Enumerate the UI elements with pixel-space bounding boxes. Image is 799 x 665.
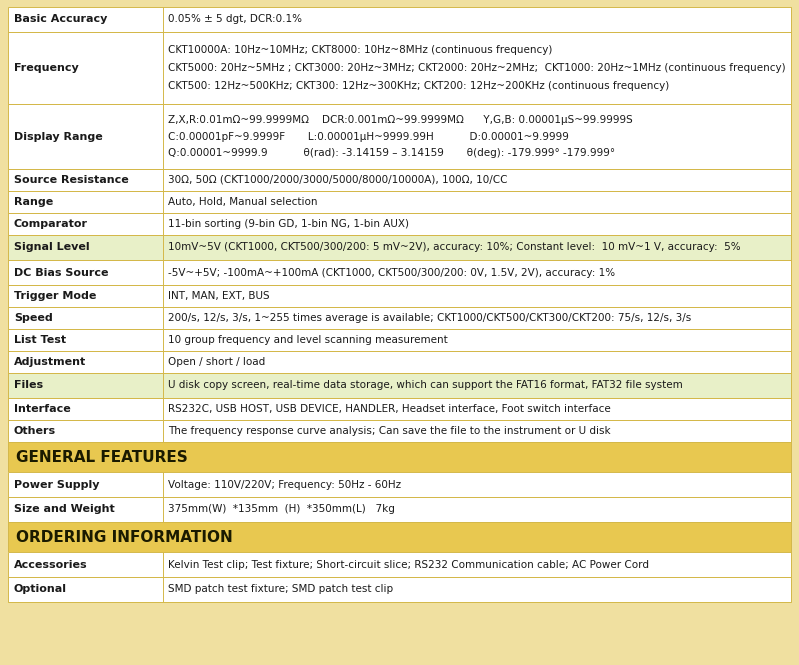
Text: CKT5000: 20Hz~5MHz ; CKT3000: 20Hz~3MHz; CKT2000: 20Hz~2MHz;  CKT1000: 20Hz~1MHz: CKT5000: 20Hz~5MHz ; CKT3000: 20Hz~3MHz;… [168, 63, 785, 73]
Bar [8, 373, 791, 398]
Text: 10 group frequency and level scanning measurement: 10 group frequency and level scanning me… [168, 335, 447, 345]
Bar [8, 285, 791, 307]
Bar [8, 235, 791, 260]
Bar [8, 552, 791, 577]
Bar [8, 472, 791, 497]
Bar [8, 104, 791, 169]
Text: Interface: Interface [14, 404, 71, 414]
Text: Open / short / load: Open / short / load [168, 357, 265, 367]
Text: Source Resistance: Source Resistance [14, 175, 129, 185]
Text: Z,X,R:0.01mΩ~99.9999MΩ    DCR:0.001mΩ~99.9999MΩ      Y,G,B: 0.00001μS~99.9999S: Z,X,R:0.01mΩ~99.9999MΩ DCR:0.001mΩ~99.99… [168, 115, 633, 125]
Bar [8, 32, 791, 104]
Bar [8, 104, 791, 169]
Bar [8, 213, 791, 235]
Text: The frequency response curve analysis; Can save the file to the instrument or U : The frequency response curve analysis; C… [168, 426, 610, 436]
Bar [8, 577, 791, 602]
Text: Trigger Mode: Trigger Mode [14, 291, 97, 301]
Text: GENERAL FEATURES: GENERAL FEATURES [16, 450, 188, 464]
Bar [8, 32, 791, 104]
Text: Size and Weight: Size and Weight [14, 505, 115, 515]
Text: 200/s, 12/s, 3/s, 1~255 times average is available; CKT1000/CKT500/CKT300/CKT200: 200/s, 12/s, 3/s, 1~255 times average is… [168, 313, 691, 323]
Bar [8, 552, 791, 577]
Bar [8, 442, 791, 472]
Text: U disk copy screen, real-time data storage, which can support the FAT16 format, : U disk copy screen, real-time data stora… [168, 380, 683, 390]
Bar [8, 497, 791, 522]
Bar [8, 7, 791, 32]
Text: CKT500: 12Hz~500KHz; CKT300: 12Hz~300KHz; CKT200: 12Hz~200KHz (continuous freque: CKT500: 12Hz~500KHz; CKT300: 12Hz~300KHz… [168, 81, 670, 91]
Text: Auto, Hold, Manual selection: Auto, Hold, Manual selection [168, 197, 317, 207]
Text: Kelvin Test clip; Test fixture; Short-circuit slice; RS232 Communication cable; : Kelvin Test clip; Test fixture; Short-ci… [168, 559, 649, 569]
Text: -5V~+5V; -100mA~+100mA (CKT1000, CKT500/300/200: 0V, 1.5V, 2V), accuracy: 1%: -5V~+5V; -100mA~+100mA (CKT1000, CKT500/… [168, 267, 615, 277]
Bar [8, 235, 791, 260]
Bar [8, 169, 791, 191]
Bar [8, 7, 791, 32]
Bar [8, 420, 791, 442]
Text: Optional: Optional [14, 585, 67, 595]
Bar [8, 373, 791, 398]
Text: DC Bias Source: DC Bias Source [14, 267, 109, 277]
Bar [8, 191, 791, 213]
Bar [8, 351, 791, 373]
Text: INT, MAN, EXT, BUS: INT, MAN, EXT, BUS [168, 291, 269, 301]
Bar [8, 329, 791, 351]
Text: Accessories: Accessories [14, 559, 88, 569]
Bar [8, 420, 791, 442]
Text: Frequency: Frequency [14, 63, 79, 73]
Text: Q:0.00001~9999.9           θ(rad): -3.14159 – 3.14159       θ(deg): -179.999° -1: Q:0.00001~9999.9 θ(rad): -3.14159 – 3.14… [168, 148, 615, 158]
Text: Speed: Speed [14, 313, 53, 323]
Bar [8, 307, 791, 329]
Text: Range: Range [14, 197, 54, 207]
Bar [8, 260, 791, 285]
Text: List Test: List Test [14, 335, 66, 345]
Text: Files: Files [14, 380, 43, 390]
Text: ORDERING INFORMATION: ORDERING INFORMATION [16, 529, 233, 545]
Text: 375mm(W)  *135mm  (H)  *350mm(L)   7kg: 375mm(W) *135mm (H) *350mm(L) 7kg [168, 505, 395, 515]
Bar [8, 497, 791, 522]
Text: Power Supply: Power Supply [14, 479, 100, 489]
Bar [8, 285, 791, 307]
Text: Others: Others [14, 426, 56, 436]
Bar [8, 329, 791, 351]
Bar [8, 213, 791, 235]
Bar [8, 398, 791, 420]
Text: 11-bin sorting (9-bin GD, 1-bin NG, 1-bin AUX): 11-bin sorting (9-bin GD, 1-bin NG, 1-bi… [168, 219, 409, 229]
Bar [8, 169, 791, 191]
Text: 0.05% ± 5 dgt, DCR:0.1%: 0.05% ± 5 dgt, DCR:0.1% [168, 15, 302, 25]
Text: Voltage: 110V/220V; Frequency: 50Hz - 60Hz: Voltage: 110V/220V; Frequency: 50Hz - 60… [168, 479, 401, 489]
Bar [8, 522, 791, 552]
Bar [8, 307, 791, 329]
Bar [8, 191, 791, 213]
Text: RS232C, USB HOST, USB DEVICE, HANDLER, Headset interface, Foot switch interface: RS232C, USB HOST, USB DEVICE, HANDLER, H… [168, 404, 610, 414]
Text: Comparator: Comparator [14, 219, 88, 229]
Text: Display Range: Display Range [14, 132, 103, 142]
Bar [8, 260, 791, 285]
Text: 30Ω, 50Ω (CKT1000/2000/3000/5000/8000/10000A), 100Ω, 10/CC: 30Ω, 50Ω (CKT1000/2000/3000/5000/8000/10… [168, 175, 507, 185]
Text: 10mV~5V (CKT1000, CKT500/300/200: 5 mV~2V), accuracy: 10%; Constant level:  10 m: 10mV~5V (CKT1000, CKT500/300/200: 5 mV~2… [168, 243, 741, 253]
Bar [8, 351, 791, 373]
Text: SMD patch test fixture; SMD patch test clip: SMD patch test fixture; SMD patch test c… [168, 585, 393, 595]
Text: C:0.00001pF~9.9999F       L:0.00001μH~9999.99H           D:0.00001~9.9999: C:0.00001pF~9.9999F L:0.00001μH~9999.99H… [168, 132, 569, 142]
Bar [8, 577, 791, 602]
Text: Basic Accuracy: Basic Accuracy [14, 15, 107, 25]
Text: Signal Level: Signal Level [14, 243, 89, 253]
Text: Adjustment: Adjustment [14, 357, 86, 367]
Text: CKT10000A: 10Hz~10MHz; CKT8000: 10Hz~8MHz (continuous frequency): CKT10000A: 10Hz~10MHz; CKT8000: 10Hz~8MH… [168, 45, 552, 55]
Bar [8, 398, 791, 420]
Bar [8, 472, 791, 497]
